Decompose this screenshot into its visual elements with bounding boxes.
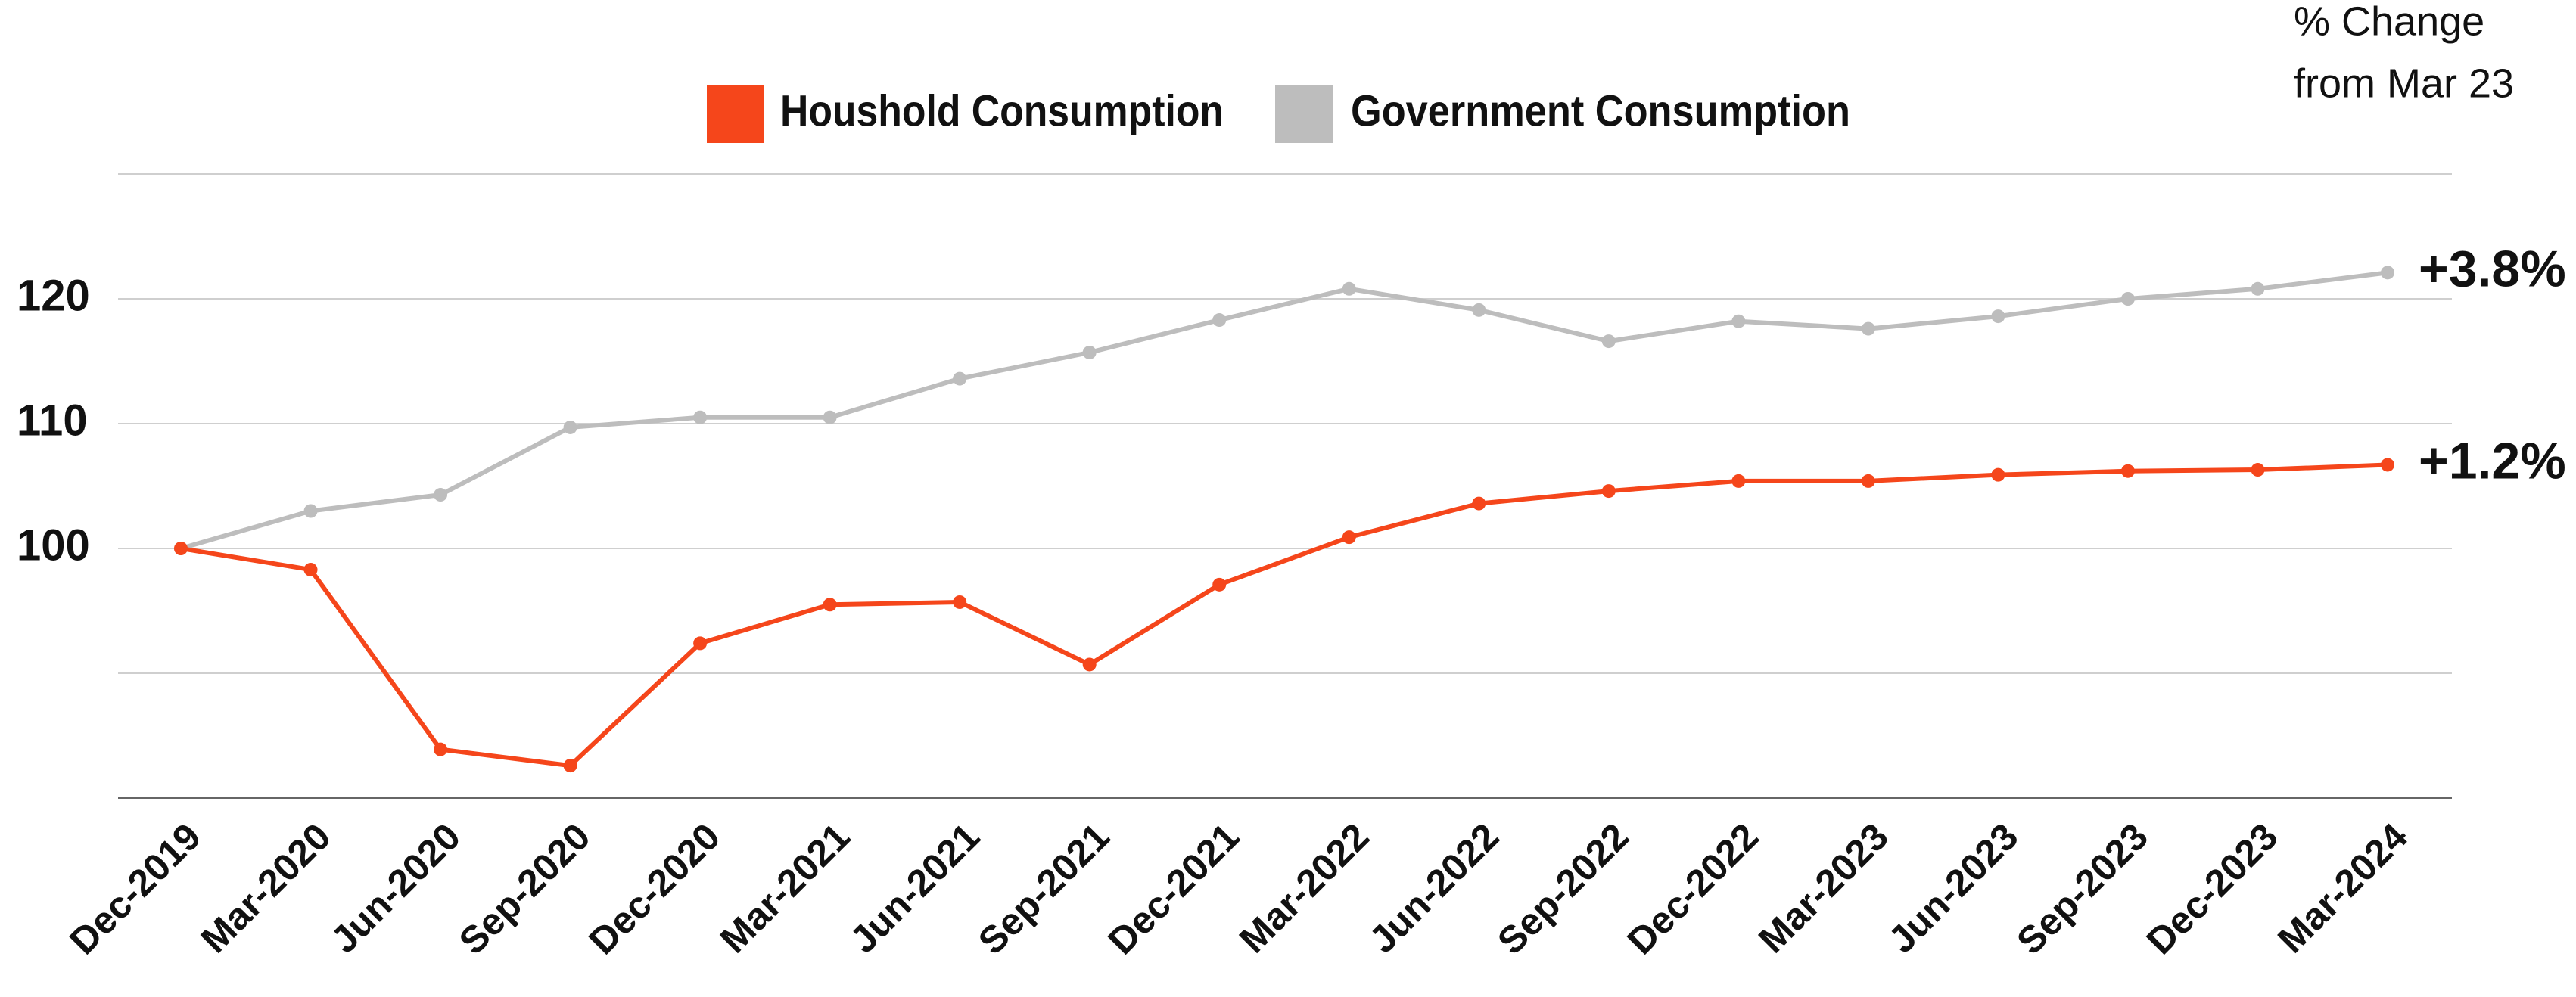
legend-label: Houshold Consumption (780, 86, 1224, 135)
data-point (434, 742, 448, 756)
data-point (1212, 313, 1227, 328)
end-label: +1.2% (2419, 432, 2566, 489)
x-tick-label: Jun-2021 (842, 815, 988, 961)
data-point (1731, 474, 1746, 488)
data-point (823, 598, 837, 612)
note: % Change (2294, 0, 2484, 44)
x-tick-label: Jun-2022 (1361, 815, 1507, 961)
data-point (563, 759, 577, 773)
x-tick-label: Dec-2020 (580, 815, 728, 963)
note: from Mar 23 (2294, 61, 2514, 106)
x-tick-label: Mar-2020 (193, 815, 339, 961)
data-point (563, 420, 577, 434)
data-point (1082, 345, 1097, 359)
data-point (953, 371, 967, 386)
data-point (1472, 496, 1486, 511)
data-point (303, 563, 318, 577)
data-point (1861, 321, 1875, 336)
x-tick-label: Sep-2022 (1489, 815, 1637, 963)
x-tick-label: Mar-2022 (1231, 815, 1377, 961)
data-point (2120, 292, 2135, 306)
data-point (1601, 334, 1616, 349)
data-point (303, 504, 318, 518)
data-point (2120, 464, 2135, 478)
data-point (1342, 530, 1356, 545)
legend-swatch (707, 85, 764, 143)
data-point (1731, 314, 1746, 328)
data-point (2251, 463, 2265, 477)
data-point (693, 410, 708, 424)
data-point (1601, 484, 1616, 499)
x-tick-label: Dec-2022 (1619, 815, 1767, 963)
data-point (693, 636, 708, 651)
x-tick-label: Dec-2019 (61, 815, 209, 963)
data-point (1342, 281, 1356, 296)
y-tick-label: 110 (17, 396, 88, 445)
data-point (1212, 577, 1227, 592)
data-point (174, 542, 188, 555)
data-point (1861, 474, 1875, 488)
data-point (2381, 266, 2394, 280)
data-point (823, 410, 837, 424)
legend-label: Government Consumption (1351, 86, 1850, 135)
x-tick-label: Sep-2021 (970, 815, 1118, 963)
data-point (1991, 309, 2005, 324)
series-line (180, 462, 2388, 769)
x-tick-label: Mar-2021 (712, 815, 858, 961)
end-label: +3.8% (2419, 240, 2566, 297)
x-tick-label: Dec-2023 (2139, 815, 2286, 963)
data-point (1082, 657, 1097, 672)
x-tick-label: Mar-2024 (2270, 815, 2416, 961)
data-point (1472, 303, 1486, 317)
data-point (953, 595, 967, 609)
series-line (180, 270, 2388, 551)
legend-swatch (1275, 85, 1333, 143)
x-tick-label: Jun-2023 (1881, 815, 2027, 961)
x-tick-label: Dec-2021 (1100, 815, 1247, 963)
y-tick-label: 100 (17, 520, 90, 570)
x-tick-label: Jun-2020 (322, 815, 468, 961)
x-tick-label: Sep-2020 (451, 815, 599, 963)
data-point (2381, 458, 2394, 472)
data-point (1991, 467, 2005, 482)
x-tick-label: Mar-2023 (1750, 815, 1896, 961)
data-point (434, 488, 448, 502)
y-tick-label: 120 (17, 271, 90, 320)
data-point (2251, 281, 2265, 296)
x-tick-label: Sep-2023 (2008, 815, 2156, 963)
